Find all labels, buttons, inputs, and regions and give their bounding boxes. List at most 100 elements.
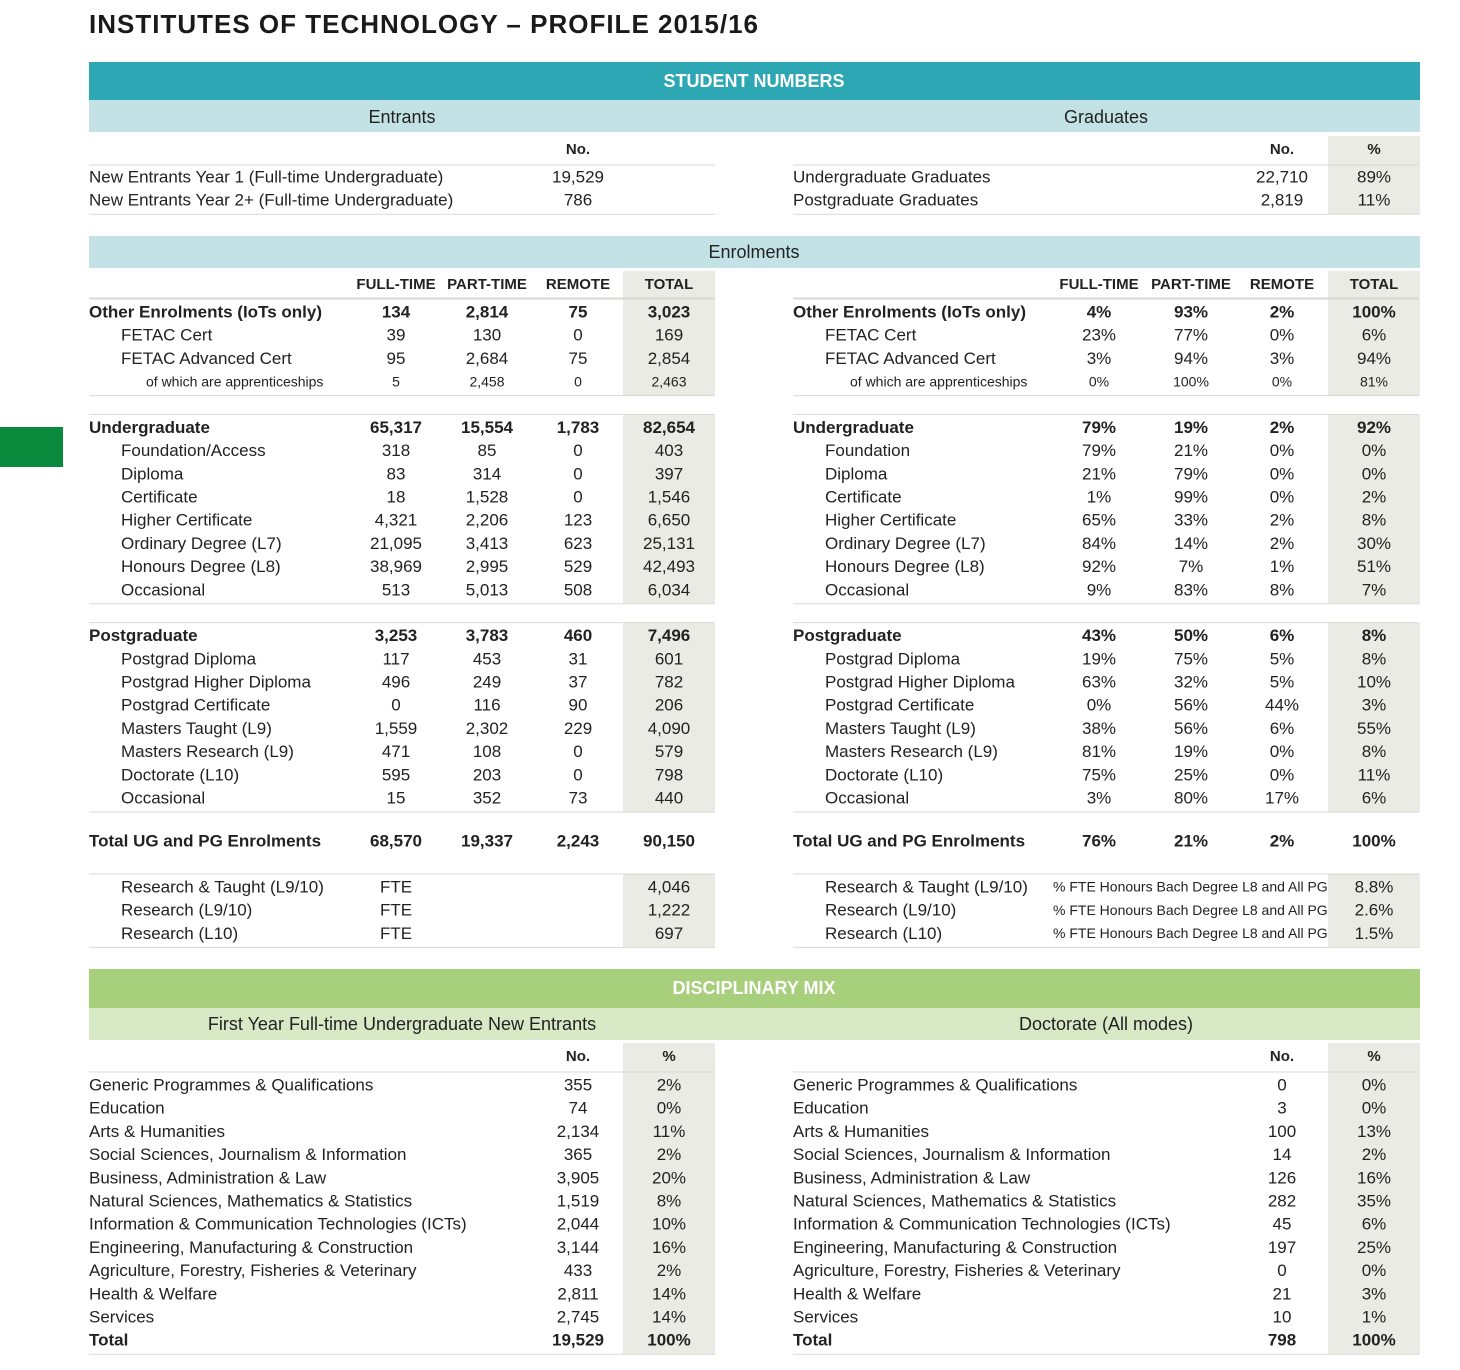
cell: 76% [1082, 831, 1116, 850]
cell: 2,302 [466, 719, 509, 738]
cell: 7% [1179, 557, 1204, 576]
cell: 318 [382, 441, 410, 460]
cell: 0 [391, 696, 400, 715]
cell: 19% [1174, 418, 1208, 437]
cell: 45 [1273, 1215, 1292, 1234]
subsection-bar [89, 1008, 1420, 1040]
cell: 0 [574, 373, 582, 389]
cell: 0% [1087, 696, 1112, 715]
cell: 130 [473, 326, 501, 345]
cell: 2,814 [466, 302, 509, 321]
cell: 2% [1270, 511, 1295, 530]
row-label: Postgrad Certificate [825, 696, 974, 715]
cell: 55% [1357, 719, 1391, 738]
row-label: Research (L10) [825, 924, 942, 943]
row-label: Masters Taught (L9) [121, 719, 272, 738]
row-label: Services [89, 1307, 154, 1326]
page-title: INSTITUTES OF TECHNOLOGY – PROFILE 2015/… [89, 9, 759, 39]
cell: 6% [1270, 626, 1295, 645]
cell: 95 [387, 349, 406, 368]
cell: 100 [1268, 1122, 1296, 1141]
cell: 529 [564, 557, 592, 576]
row-label: Natural Sciences, Mathematics & Statisti… [793, 1191, 1116, 1210]
cell: 3 [1277, 1099, 1286, 1118]
cell: 116 [473, 696, 500, 715]
row-label: Honours Degree (L8) [825, 557, 985, 576]
row-label: New Entrants Year 2+ (Full-time Undergra… [89, 191, 453, 210]
cell: 100% [1352, 1331, 1395, 1350]
column-header: TOTAL [1350, 276, 1399, 293]
cell: 0% [1362, 1099, 1387, 1118]
cell: 2,811 [557, 1284, 598, 1303]
cell: 6% [1362, 788, 1387, 807]
row-label: Arts & Humanities [89, 1122, 225, 1141]
cell: 0% [1362, 441, 1387, 460]
cell: 1% [1087, 487, 1112, 506]
cell: 2.6% [1355, 901, 1394, 920]
row-label: Research & Taught (L9/10) [825, 877, 1028, 896]
cell: 249 [473, 672, 501, 691]
cell: 9% [1087, 580, 1112, 599]
cell: 81% [1360, 373, 1388, 389]
cell: 0% [1362, 464, 1387, 483]
cell: 21% [1174, 441, 1208, 460]
cell: 75% [1174, 649, 1208, 668]
row-label: Higher Certificate [825, 511, 956, 530]
cell: 94% [1357, 349, 1391, 368]
cell: 3,413 [466, 534, 509, 553]
row-label: FETAC Advanced Cert [825, 349, 996, 368]
cell: 22,710 [1256, 167, 1308, 186]
cell: 126 [1268, 1168, 1296, 1187]
cell: 2,243 [557, 831, 600, 850]
subsection-heading: Graduates [1064, 107, 1148, 127]
cell: 13% [1357, 1122, 1391, 1141]
cell: 1,546 [648, 487, 691, 506]
shaded-column [623, 622, 715, 812]
cell: 82,654 [643, 418, 696, 437]
row-label: Arts & Humanities [793, 1122, 929, 1141]
row-label: Total [89, 1331, 128, 1350]
cell: 14% [652, 1307, 686, 1326]
column-header: % [1367, 141, 1380, 158]
cell: 14 [1273, 1145, 1292, 1164]
cell: 4,090 [648, 719, 691, 738]
cell: 2,854 [648, 349, 691, 368]
cell: 2% [1270, 418, 1295, 437]
row-label: Research (L10) [121, 924, 238, 943]
row-label: Foundation [825, 441, 910, 460]
cell: 8% [657, 1191, 682, 1210]
row-label: Total UG and PG Enrolments [793, 831, 1025, 850]
cell: 7,496 [648, 626, 691, 645]
cell: 0 [1277, 1261, 1286, 1280]
cell: 3% [1087, 349, 1112, 368]
cell: 3,783 [466, 626, 509, 645]
row-label: Occasional [121, 788, 205, 807]
cell: 75% [1082, 765, 1116, 784]
cell: 0% [1270, 742, 1295, 761]
cell: 1,783 [557, 418, 600, 437]
backgrounds [0, 62, 1420, 1355]
cell: 579 [655, 742, 683, 761]
cell: 10% [652, 1215, 686, 1234]
cell: 20% [652, 1168, 686, 1187]
cell: 117 [382, 649, 409, 668]
shaded-column [1328, 136, 1420, 215]
shaded-column [1328, 874, 1420, 948]
row-label: Postgrad Higher Diploma [825, 672, 1015, 691]
row-label: Engineering, Manufacturing & Constructio… [793, 1238, 1117, 1257]
column-header: FULL-TIME [356, 276, 435, 293]
subsection-heading: Enrolments [708, 242, 799, 262]
column-header: No. [566, 1048, 590, 1065]
row-label: Other Enrolments (IoTs only) [89, 302, 322, 321]
column-header: No. [1270, 1048, 1294, 1065]
cell: 15 [387, 788, 406, 807]
cell: 2% [1270, 534, 1295, 553]
cell: 11% [653, 1122, 686, 1141]
cell: 15,554 [461, 418, 514, 437]
cell: 21 [1273, 1284, 1292, 1303]
cell: 3% [1362, 696, 1387, 715]
cell: 0% [1272, 373, 1292, 389]
cell: 3,253 [375, 626, 418, 645]
cell: 65% [1082, 511, 1116, 530]
row-label: Undergraduate Graduates [793, 167, 991, 186]
